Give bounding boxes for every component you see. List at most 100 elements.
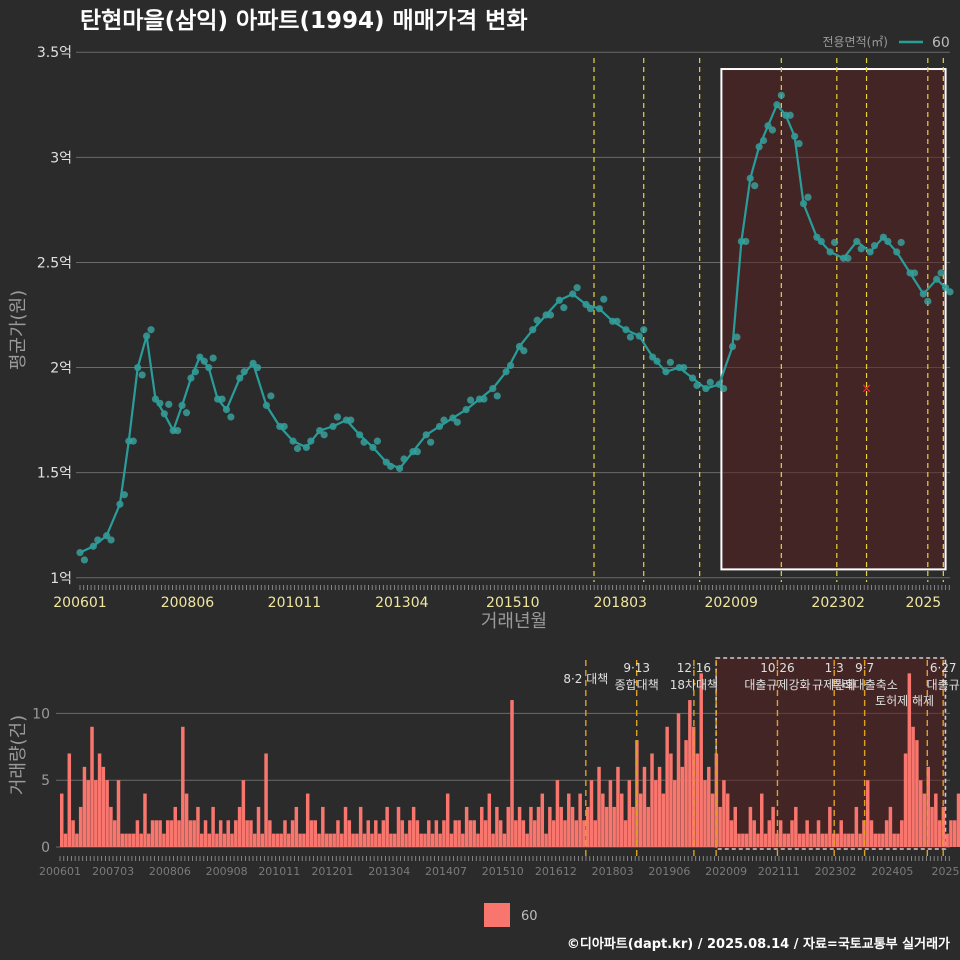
volume-bar bbox=[684, 740, 688, 847]
volume-bar bbox=[695, 753, 700, 847]
policy-annotation-label: 9·13 bbox=[623, 661, 650, 675]
volume-bar bbox=[790, 820, 794, 847]
bottom-x-tick-label: 200601 bbox=[39, 865, 81, 878]
price-series-line bbox=[79, 102, 947, 554]
volume-bar bbox=[177, 820, 181, 847]
volume-bar bbox=[165, 820, 170, 847]
volume-bar bbox=[442, 820, 446, 847]
price-point bbox=[320, 431, 328, 439]
volume-bar bbox=[86, 780, 90, 847]
top-y-tick-label: 2.5억 bbox=[37, 255, 72, 271]
volume-bar bbox=[676, 713, 681, 847]
price-point bbox=[804, 193, 812, 201]
volume-bar bbox=[332, 833, 336, 847]
top-y-ticks: 1억 1.5억 2억 2.5억 3억 3.5억 bbox=[37, 45, 72, 587]
volume-bar bbox=[873, 833, 878, 847]
footer-credit: ©디아파트(dapt.kr) / 2025.08.14 / 자료=국토교통부 실… bbox=[567, 936, 950, 952]
bottom-x-tick-label: 201011 bbox=[258, 865, 300, 878]
top-y-axis-label: 평균가(원) bbox=[8, 290, 29, 370]
bottom-policy-lines bbox=[585, 660, 944, 859]
bottom-x-tick-label: 2025 bbox=[931, 865, 959, 878]
volume-bar bbox=[230, 833, 234, 847]
volume-bar bbox=[918, 780, 923, 847]
bottom-minor-ticks bbox=[59, 856, 950, 861]
volume-bars bbox=[60, 673, 960, 847]
volume-bar bbox=[631, 806, 635, 847]
volume-bar bbox=[612, 806, 616, 847]
volume-bar bbox=[839, 820, 843, 847]
volume-bar bbox=[377, 833, 382, 847]
price-point bbox=[174, 427, 182, 435]
volume-bar bbox=[495, 806, 499, 847]
volume-bar bbox=[128, 833, 132, 847]
volume-bar bbox=[396, 806, 401, 847]
volume-bar bbox=[169, 820, 174, 847]
policy-annotation-label: 대출규 bbox=[927, 678, 960, 692]
price-point bbox=[333, 413, 342, 421]
volume-bar bbox=[408, 820, 412, 847]
volume-bar bbox=[941, 806, 946, 847]
policy-annotation-label: 대출규제강화 bbox=[744, 678, 810, 692]
policy-annotation-label: 8·2 대책 bbox=[563, 671, 608, 686]
volume-bar bbox=[559, 806, 563, 847]
volume-bar bbox=[949, 820, 953, 847]
volume-bar bbox=[650, 753, 654, 847]
volume-bar bbox=[78, 806, 83, 847]
price-point bbox=[493, 392, 501, 400]
volume-bar bbox=[858, 833, 862, 847]
top-x-tick-label: 202302 bbox=[811, 595, 864, 611]
volume-bar bbox=[423, 833, 427, 847]
volume-bar bbox=[271, 833, 276, 847]
volume-bar bbox=[884, 820, 889, 847]
price-point bbox=[897, 238, 905, 247]
bottom-x-tick-label: 201906 bbox=[648, 865, 690, 878]
volume-bar bbox=[820, 833, 825, 847]
volume-bar bbox=[234, 820, 238, 847]
volume-bar bbox=[945, 833, 949, 847]
top-y-tick-label: 1억 bbox=[50, 571, 72, 587]
volume-bar bbox=[192, 820, 196, 847]
volume-bar bbox=[881, 833, 885, 847]
volume-bar bbox=[419, 833, 423, 847]
price-point bbox=[666, 358, 674, 366]
volume-bar bbox=[718, 806, 722, 847]
volume-bar bbox=[767, 820, 772, 847]
price-point bbox=[768, 126, 777, 134]
volume-bar bbox=[241, 780, 246, 847]
volume-bar bbox=[915, 740, 919, 847]
volume-bar bbox=[654, 780, 658, 847]
volume-bar bbox=[540, 793, 545, 847]
volume-bar bbox=[862, 820, 866, 847]
volume-bar bbox=[725, 793, 730, 847]
price-point bbox=[795, 140, 803, 148]
volume-bar bbox=[476, 833, 480, 847]
top-x-tick-label: 202009 bbox=[704, 595, 757, 611]
volume-bar bbox=[752, 820, 756, 847]
volume-bar bbox=[343, 806, 348, 847]
volume-bar bbox=[737, 833, 741, 847]
volume-bar bbox=[892, 833, 896, 847]
volume-bar bbox=[578, 793, 582, 847]
volume-bar bbox=[203, 820, 208, 847]
volume-bar bbox=[536, 806, 541, 847]
volume-bar bbox=[930, 806, 934, 847]
volume-bar bbox=[434, 820, 439, 847]
top-x-axis-label: 거래년월 bbox=[481, 611, 547, 632]
volume-bar bbox=[551, 820, 556, 847]
volume-bar bbox=[340, 833, 344, 847]
bottom-legend-swatch bbox=[484, 903, 510, 927]
volume-bar bbox=[937, 820, 942, 847]
price-point bbox=[138, 371, 146, 379]
volume-bar bbox=[582, 820, 586, 847]
volume-bar bbox=[143, 793, 147, 847]
volume-bar bbox=[510, 700, 514, 847]
volume-bar bbox=[97, 753, 102, 847]
bottom-x-tick-label: 200703 bbox=[92, 865, 134, 878]
volume-bar bbox=[249, 820, 253, 847]
volume-bar bbox=[642, 766, 647, 847]
price-point bbox=[733, 333, 741, 341]
volume-bar bbox=[188, 820, 193, 847]
price-point bbox=[742, 237, 750, 246]
bottom-y-ticks: 0 5 10 bbox=[32, 706, 50, 856]
